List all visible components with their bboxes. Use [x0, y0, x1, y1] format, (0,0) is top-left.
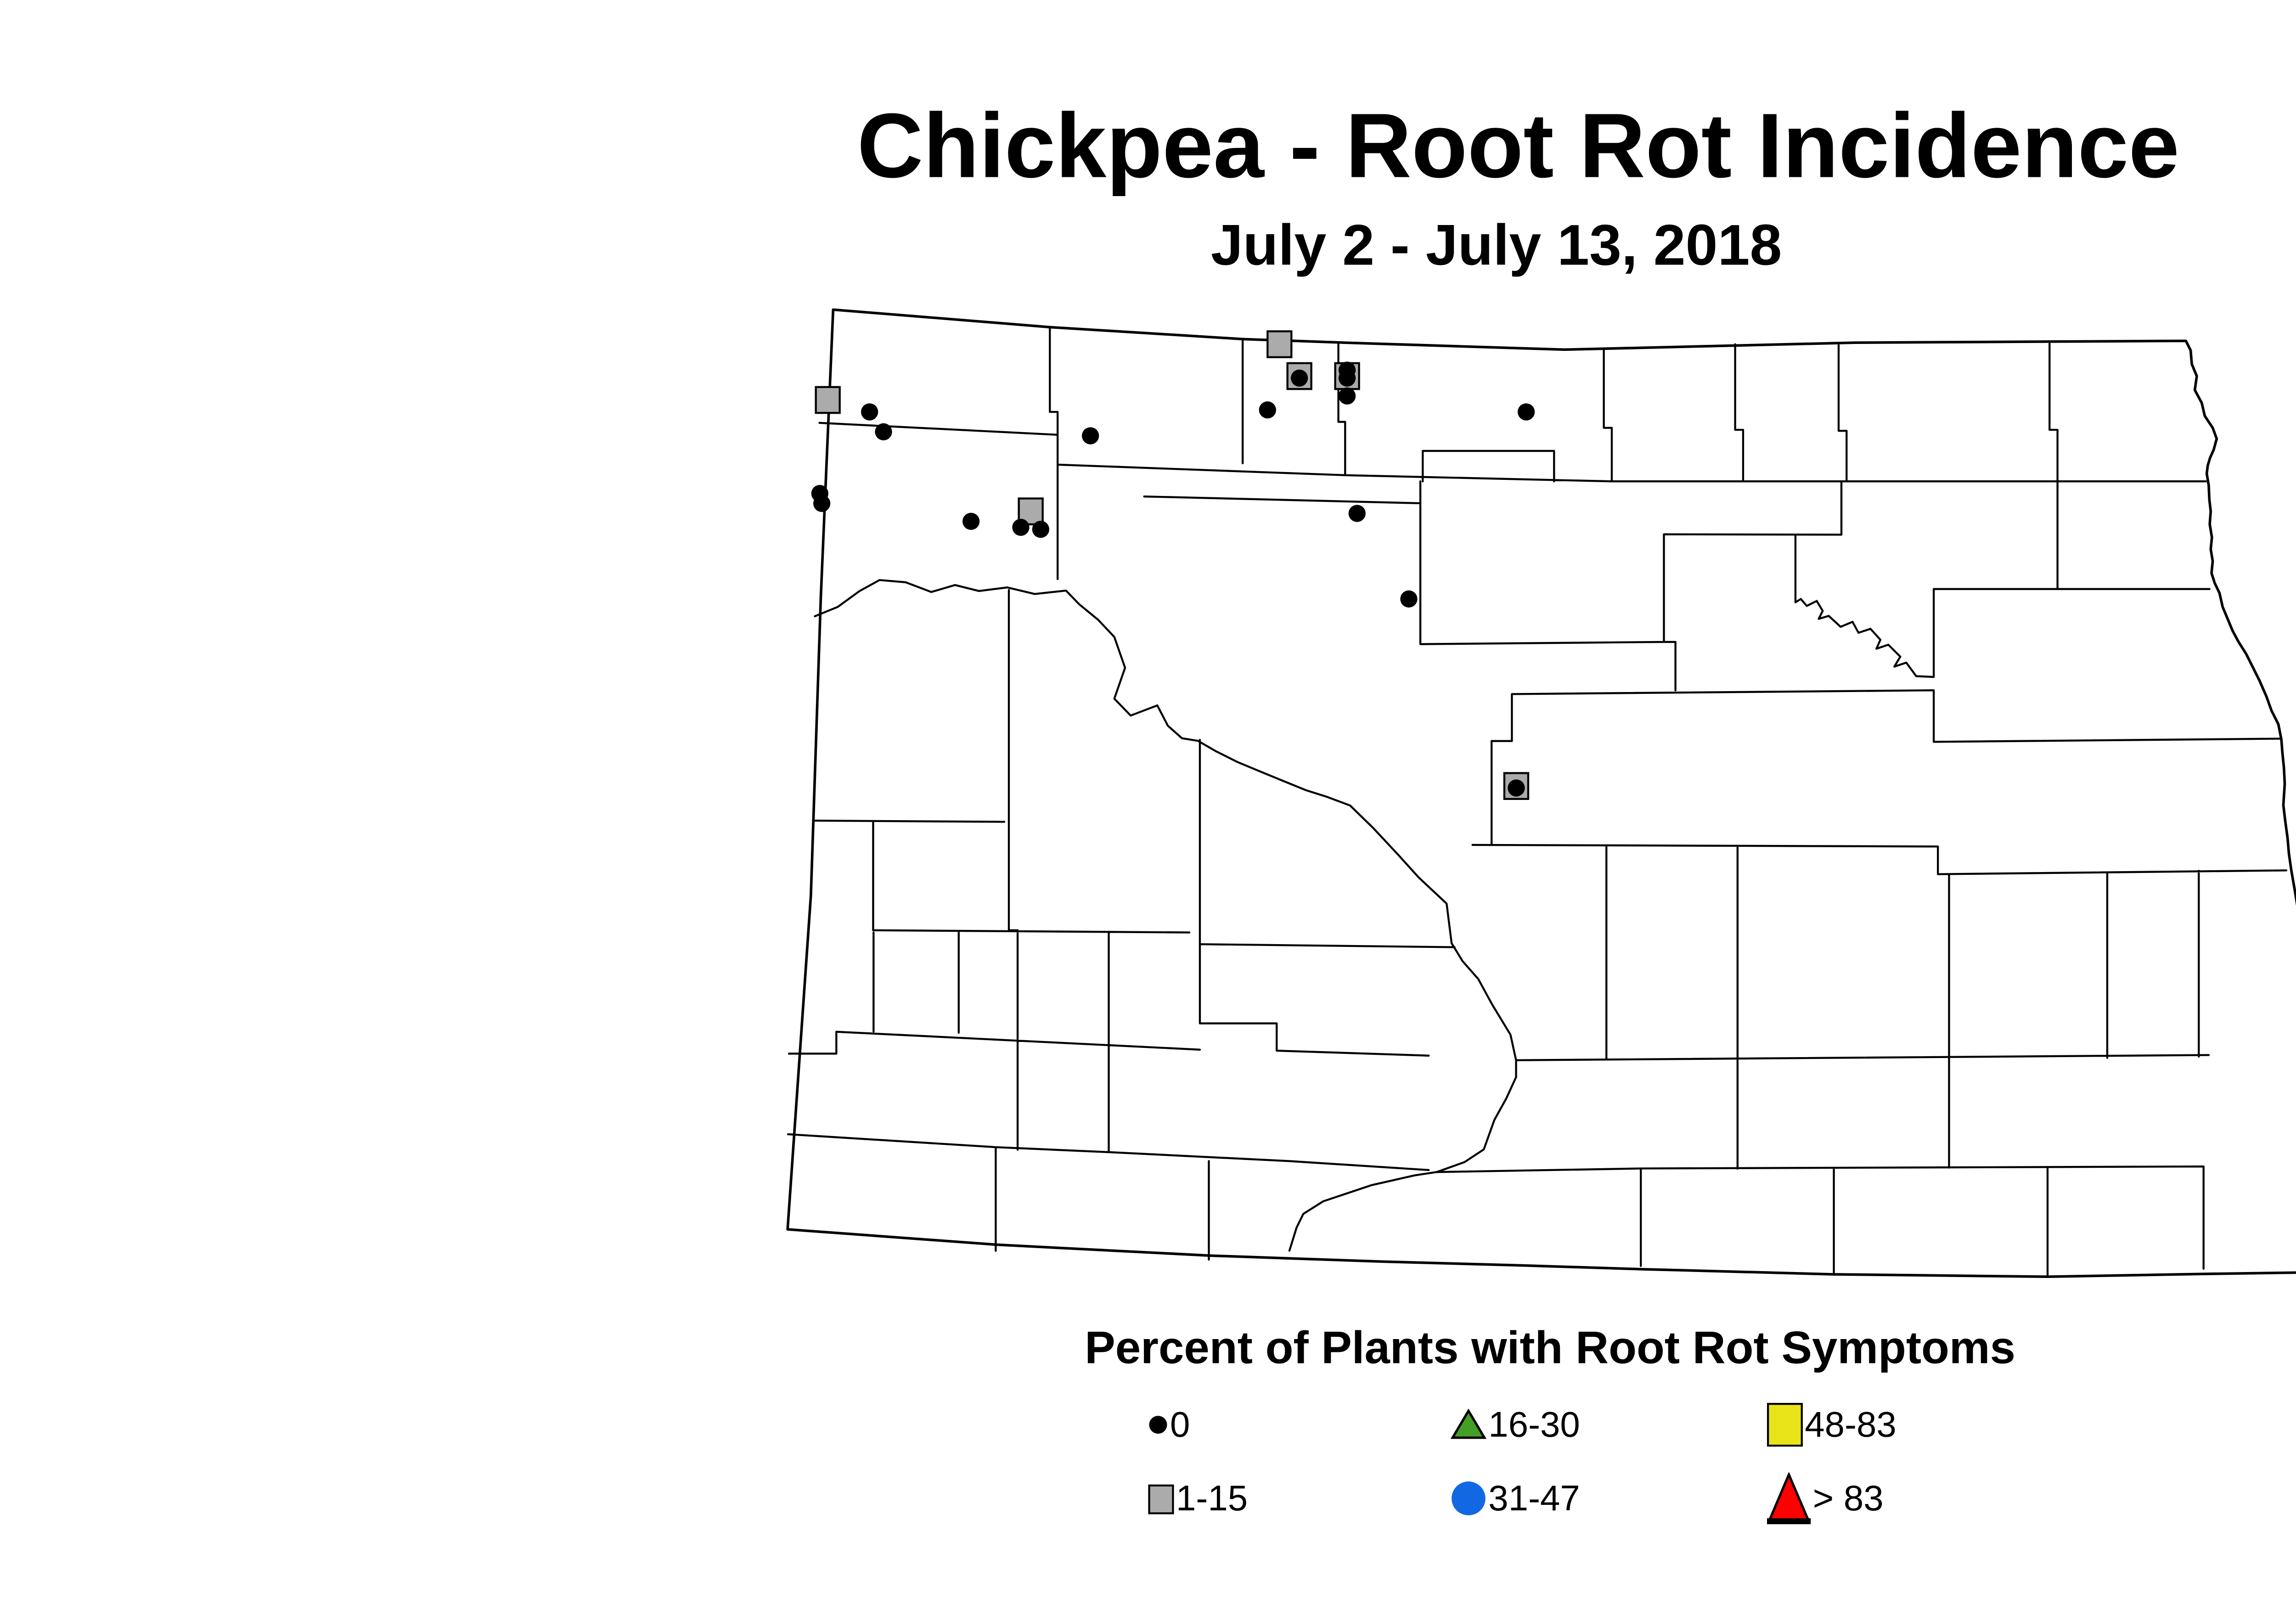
legend-item: 16-30 [1450, 1393, 1580, 1457]
map-marker-dot [1518, 403, 1535, 421]
marker-layer-dots-0 [811, 361, 1535, 797]
map-marker-dot [813, 495, 831, 512]
legend-item-label: 31-47 [1488, 1477, 1580, 1518]
triangle-icon [1767, 1472, 1811, 1525]
page-title: Chickpea - Root Rot Incidence [857, 93, 2180, 197]
map-marker-dot [1348, 505, 1366, 522]
legend-item-label: 1-15 [1176, 1477, 1248, 1518]
legend-item: 48-83 [1767, 1393, 1896, 1457]
square-icon [1148, 1483, 1174, 1514]
map-marker-dot [1291, 369, 1308, 387]
square-icon [1767, 1402, 1803, 1447]
map-marker-dot [1012, 518, 1030, 536]
map-marker-dot [962, 512, 980, 530]
map-marker-square [1266, 330, 1293, 358]
legend-item-label: 16-30 [1488, 1404, 1580, 1444]
legend-title: Percent of Plants with Root Rot Symptoms [1085, 1321, 2016, 1373]
county-boundaries [787, 326, 2288, 1278]
legend-item: 31-47 [1451, 1467, 1580, 1531]
missouri-river [814, 579, 1517, 1252]
map-marker-square [815, 386, 841, 414]
triangle-icon [1450, 1408, 1486, 1439]
map-marker-dot [875, 423, 892, 440]
legend-item-label: 0 [1170, 1404, 1190, 1444]
legend-item: 1-15 [1148, 1467, 1248, 1531]
legend-item: 0 [1148, 1393, 1190, 1457]
map-marker-dot [1082, 427, 1099, 445]
dot-icon [1149, 1416, 1167, 1434]
page-subtitle: July 2 - July 13, 2018 [1210, 214, 1782, 279]
map-marker-dot [1339, 387, 1356, 405]
legend-item-label: 48-83 [1805, 1404, 1896, 1444]
map-marker-dot [1508, 779, 1525, 797]
legend-item-label: > 83 [1812, 1477, 1884, 1518]
map-marker-dot [1339, 369, 1356, 387]
legend-item: > 83 [1767, 1467, 1884, 1531]
circle-icon [1452, 1481, 1486, 1515]
map-marker-dot [1259, 401, 1276, 419]
map-marker-dot [1032, 521, 1049, 538]
map-marker-dot [1400, 590, 1418, 608]
state-outline [786, 308, 2296, 1278]
map-marker-dot [861, 403, 878, 421]
